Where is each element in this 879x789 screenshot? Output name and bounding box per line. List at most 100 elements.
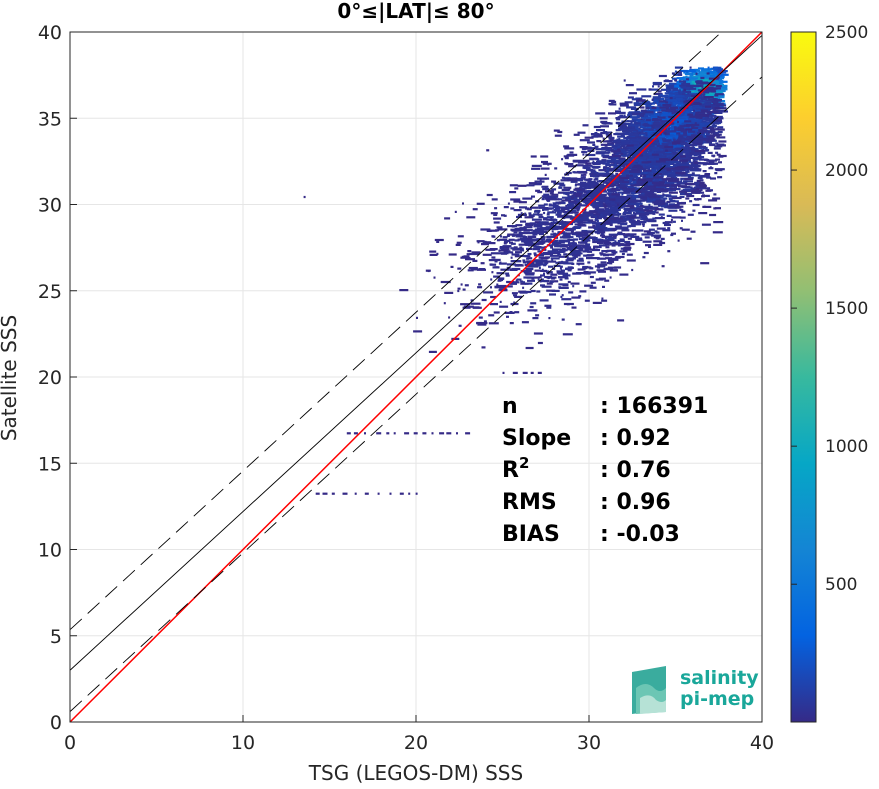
density-cell [638,195,647,198]
density-cell [662,95,669,98]
density-cell [546,282,553,285]
density-cell [596,174,607,177]
density-cell [674,128,685,131]
density-cell [601,147,604,150]
density-cell [676,86,683,89]
density-cell [694,85,699,88]
density-cell [605,164,615,167]
density-cell [694,181,704,184]
density-cell [689,126,693,129]
density-cell [675,167,685,171]
density-cell [662,138,666,141]
density-cell [606,249,616,252]
density-cell [680,86,691,89]
density-cell [686,167,691,170]
density-cell [624,196,633,199]
density-cell [686,111,690,115]
density-cell [711,88,715,91]
density-cell [702,205,712,208]
density-cell [715,94,722,98]
density-cell [652,162,662,165]
density-cell [467,250,472,253]
density-cell [617,213,622,216]
density-cell [717,126,724,129]
density-cell [597,205,605,208]
density-cell [572,220,579,223]
density-cell [444,291,454,294]
density-cell [692,203,700,207]
density-cell [622,212,632,215]
density-cell [587,147,598,150]
density-cell [572,171,576,174]
density-cell [707,66,710,69]
density-cell [692,88,701,91]
density-cell [690,125,695,128]
density-cell [630,159,634,162]
density-cell [652,136,656,139]
density-cell [692,83,699,86]
density-cell [678,134,688,137]
density-cell [689,136,697,139]
density-cell [641,223,645,226]
density-cell [700,121,711,124]
density-cell [693,72,696,76]
density-cell [665,98,668,101]
density-cell [534,228,541,231]
density-cell [609,276,612,279]
density-cell [634,222,642,226]
density-cell [697,138,708,141]
density-cell [664,133,670,136]
density-cell [575,249,584,252]
density-cell [681,219,683,222]
density-cell [687,176,694,179]
density-cell [593,162,601,166]
density-cell [534,180,545,183]
density-cell [637,128,648,131]
density-cell [656,124,663,127]
density-cell [642,123,650,126]
density-cell [653,151,656,154]
density-cell [692,191,700,194]
density-cell [638,214,646,217]
density-cell [679,125,690,128]
density-cell [693,198,696,201]
density-cell [642,175,647,178]
density-cell [642,176,646,179]
density-cell [698,130,707,133]
density-cell [580,218,590,221]
density-cell [642,215,646,218]
density-cell [652,117,659,121]
density-cell [683,132,688,135]
density-cell [600,162,604,165]
density-cell [704,93,715,97]
density-cell [632,212,635,215]
density-cell [710,177,716,180]
density-cell [707,92,717,95]
density-cell [680,164,691,167]
density-cell [666,175,676,178]
density-cell [563,186,572,189]
density-cell [685,90,692,94]
density-cell [576,170,587,174]
density-cell [707,131,715,134]
density-cell [606,140,609,143]
density-cell [616,140,622,143]
density-cell [657,142,660,145]
density-cell [673,169,676,172]
density-cell [679,118,689,121]
density-cell [573,198,580,201]
density-cell [543,193,550,196]
density-cell [621,252,625,256]
density-cell [674,166,683,169]
density-cell [543,217,548,220]
density-cell [656,98,660,101]
density-cell [687,70,697,73]
density-cell [581,221,592,224]
density-cell [665,153,675,156]
density-cell [608,99,615,102]
density-cell [709,72,720,75]
density-cell [660,115,663,118]
density-cell [615,177,621,181]
density-cell [679,80,686,83]
density-cell [652,132,661,135]
